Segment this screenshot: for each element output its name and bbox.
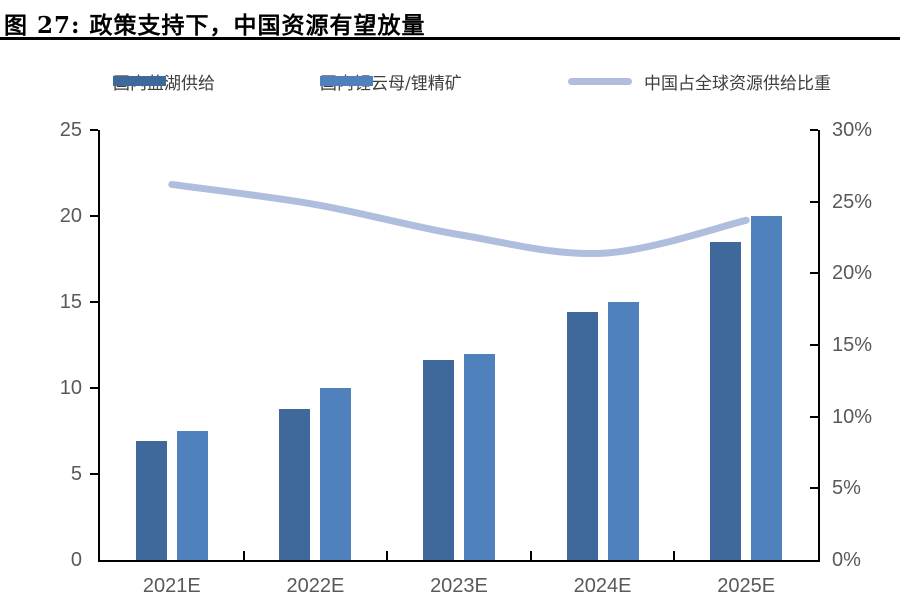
bar-mica-spodumene (607, 302, 639, 560)
y-axis-left-label: 20 (59, 205, 82, 227)
y-axis-right-tick (810, 272, 818, 275)
line-path (168, 180, 750, 258)
y-axis-right-tick (810, 487, 818, 490)
title-divider (0, 37, 900, 40)
y-axis-left-tick (90, 473, 98, 475)
y-axis-left-tick (90, 215, 98, 217)
y-axis-right-tick (810, 415, 818, 418)
y-axis-right-label: 25% (832, 190, 873, 213)
x-axis-tick (529, 551, 532, 560)
y-axis-right-label: 5% (832, 477, 861, 500)
bar-salt-lake-supply (135, 441, 167, 560)
y-axis-right-label: 30% (832, 119, 873, 141)
y-axis-right-tick (810, 344, 818, 346)
y-axis-left-label: 25 (59, 119, 82, 141)
y-axis-left (98, 130, 100, 562)
bar-mica-spodumene (176, 431, 208, 560)
x-axis-tick (673, 551, 676, 560)
x-axis-category-label: 2025E (717, 575, 776, 597)
legend-line-swatch-icon (568, 77, 632, 85)
x-axis-category-label: 2024E (573, 575, 632, 597)
x-axis-category-label: 2023E (430, 575, 488, 597)
bar-mica-spodumene (464, 353, 495, 560)
legend-label: 中国占全球资源供给比重 (644, 73, 831, 94)
legend-item-salt-lake-supply: 国内盐湖供给 (113, 68, 215, 94)
y-axis-left-label: 10 (59, 377, 82, 399)
bar-mica-spodumene (320, 388, 352, 560)
bar-salt-lake-supply (279, 408, 311, 560)
y-axis-left-label: 15 (59, 291, 82, 313)
y-axis-right-tick (810, 200, 818, 203)
bar-salt-lake-supply (423, 360, 454, 560)
y-axis-right-label: 10% (832, 405, 873, 428)
y-axis-right-label: 15% (832, 334, 873, 356)
bar-salt-lake-supply (710, 241, 742, 560)
y-axis-left-tick (90, 301, 98, 303)
legend-item-china-global-share: 中国占全球资源供给比重 (568, 68, 831, 94)
y-axis-right-label: 0% (832, 549, 861, 571)
y-axis-left-label: 0 (70, 549, 82, 571)
x-axis (98, 560, 820, 562)
x-axis-category-label: 2021E (142, 575, 201, 597)
y-axis-right-label: 20% (832, 262, 873, 285)
x-axis-category-label: 2022E (286, 575, 345, 597)
bar-salt-lake-supply (566, 312, 598, 560)
chart-legend: 国内盐湖供给 国内锂云母/锂精矿 中国占全球资源供给比重 (0, 68, 900, 94)
legend-bar-swatch-icon (320, 76, 373, 86)
y-axis-right-tick (810, 129, 818, 131)
y-axis-right (818, 130, 820, 562)
legend-bar-swatch-icon (113, 76, 166, 86)
x-axis-tick (386, 551, 389, 560)
bar-mica-spodumene (751, 216, 783, 560)
figure-title: 图 27: 政策支持下，中国资源有望放量 (4, 12, 426, 39)
y-axis-left-tick (90, 129, 98, 131)
y-axis-left-label: 5 (70, 463, 82, 485)
x-axis-tick (242, 551, 245, 560)
legend-item-mica-spodumene: 国内锂云母/锂精矿 (320, 68, 462, 94)
y-axis-left-tick (90, 387, 98, 389)
